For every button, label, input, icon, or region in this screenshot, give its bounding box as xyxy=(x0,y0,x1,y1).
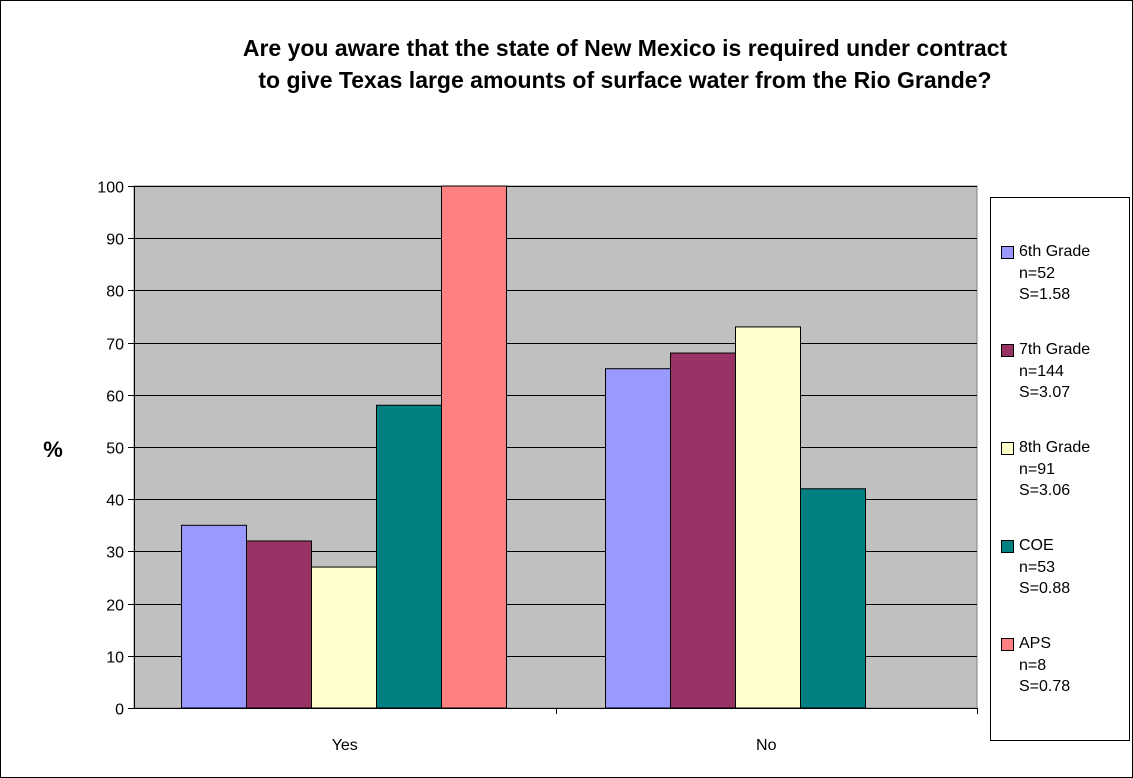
bar xyxy=(670,352,736,709)
legend-label-line: n=8 xyxy=(1019,656,1047,674)
y-tick-label: 50 xyxy=(106,441,124,458)
chart-legend: 6th Grade n=52 S=1.58 7th Grade n=144 S=3.07 8… xyxy=(990,197,1130,741)
bar xyxy=(735,326,801,709)
legend-label: 6th Grade n=52 S=1.58 xyxy=(1019,241,1090,306)
legend-swatch xyxy=(1001,246,1014,259)
legend-label-line: S=3.07 xyxy=(1019,384,1071,401)
legend-label: 7th Grade n=144 S=3.07 xyxy=(1019,339,1090,404)
legend-label-line: n=53 xyxy=(1019,558,1056,576)
legend-swatch xyxy=(1001,344,1014,357)
bar xyxy=(246,540,312,709)
y-tick-label: 40 xyxy=(106,493,124,510)
legend-label-line: S=0.78 xyxy=(1019,678,1071,695)
legend-label-line: 8th Grade xyxy=(1019,439,1091,456)
chart-title-line-2: to give Texas large amounts of surface w… xyxy=(258,67,992,93)
y-tick-label: 20 xyxy=(106,598,124,615)
legend-label-line: S=1.58 xyxy=(1019,286,1071,303)
y-tick-label: 90 xyxy=(106,232,124,249)
y-tick-label: 100 xyxy=(97,180,124,197)
legend-label: COE n=53 S=0.88 xyxy=(1019,535,1070,600)
legend-label-line: n=52 xyxy=(1019,264,1056,282)
bar xyxy=(441,185,507,709)
y-tick-label: 30 xyxy=(106,545,124,562)
legend-label-line: 7th Grade xyxy=(1019,341,1091,358)
bar xyxy=(800,488,866,709)
y-tick-label: 60 xyxy=(106,389,124,406)
legend-swatch xyxy=(1001,442,1014,455)
legend-label-line: COE xyxy=(1019,537,1054,554)
legend-label-line: S=3.06 xyxy=(1019,482,1071,499)
legend-label: 8th Grade n=91 S=3.06 xyxy=(1019,437,1090,502)
legend-label: APS n=8 S=0.78 xyxy=(1019,633,1070,698)
y-tick-label: 80 xyxy=(106,284,124,301)
legend-swatch xyxy=(1001,638,1014,651)
legend-label-line: n=91 xyxy=(1019,460,1056,478)
bar xyxy=(376,404,442,709)
x-tick-label: Yes xyxy=(332,737,358,754)
legend-label-line: 6th Grade xyxy=(1019,243,1091,260)
chart-title-line-1: Are you aware that the state of New Mexi… xyxy=(242,35,1008,61)
legend-swatch xyxy=(1001,540,1014,553)
y-tick-label: 0 xyxy=(115,702,124,719)
y-tick-label: 10 xyxy=(106,650,124,667)
bar xyxy=(311,566,377,709)
y-axis-label: % xyxy=(43,437,63,462)
bar xyxy=(181,524,247,709)
legend-label-line: S=0.88 xyxy=(1019,580,1071,597)
legend-label-line: n=144 xyxy=(1019,362,1064,380)
bar xyxy=(605,368,671,709)
chart-title: Are you aware that the state of New Mexi… xyxy=(0,32,1133,96)
x-tick-label: No xyxy=(756,737,777,754)
legend-label-line: APS xyxy=(1019,635,1052,652)
y-tick-label: 70 xyxy=(106,337,124,354)
